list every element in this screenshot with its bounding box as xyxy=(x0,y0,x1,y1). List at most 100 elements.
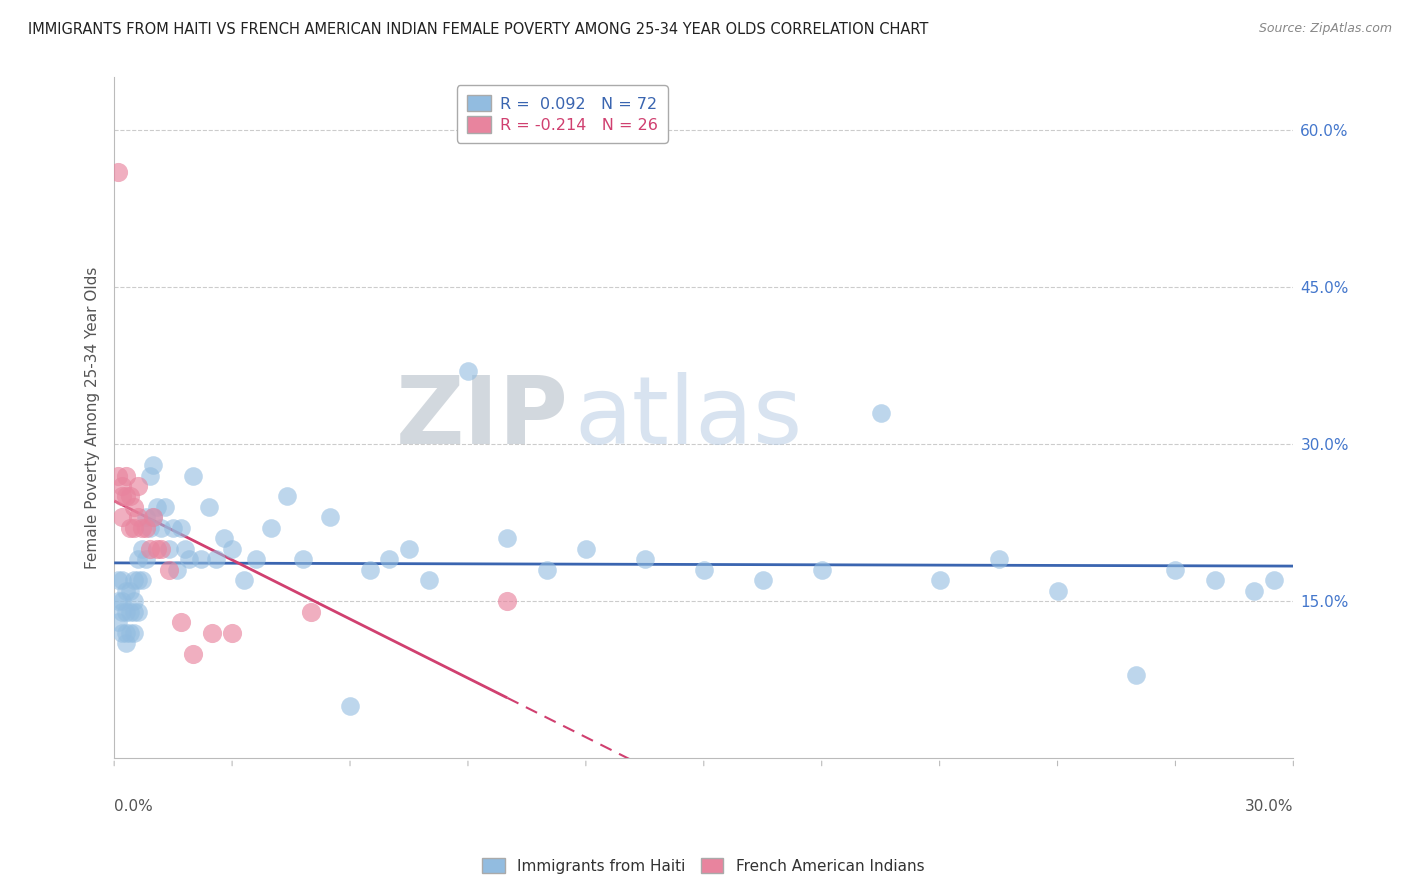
Text: 0.0%: 0.0% xyxy=(114,799,153,814)
Point xyxy=(122,500,145,514)
Y-axis label: Female Poverty Among 25-34 Year Olds: Female Poverty Among 25-34 Year Olds xyxy=(86,267,100,569)
Point xyxy=(111,510,134,524)
Point xyxy=(177,552,200,566)
Point xyxy=(115,490,138,504)
Point xyxy=(115,605,138,619)
Point xyxy=(150,541,173,556)
Point xyxy=(111,574,134,588)
Point xyxy=(245,552,267,566)
Point xyxy=(212,532,235,546)
Point xyxy=(197,500,219,514)
Point xyxy=(111,605,134,619)
Point xyxy=(299,605,322,619)
Point xyxy=(181,468,204,483)
Point xyxy=(146,500,169,514)
Point xyxy=(111,594,134,608)
Point xyxy=(122,521,145,535)
Point xyxy=(155,500,177,514)
Point xyxy=(127,552,149,566)
Point xyxy=(1046,583,1069,598)
Point xyxy=(142,510,165,524)
Text: ZIP: ZIP xyxy=(395,372,568,464)
Point xyxy=(135,552,157,566)
Point xyxy=(575,541,598,556)
Point xyxy=(260,521,283,535)
Point xyxy=(869,406,891,420)
Point xyxy=(810,563,832,577)
Point xyxy=(150,521,173,535)
Point xyxy=(122,594,145,608)
Text: IMMIGRANTS FROM HAITI VS FRENCH AMERICAN INDIAN FEMALE POVERTY AMONG 25-34 YEAR : IMMIGRANTS FROM HAITI VS FRENCH AMERICAN… xyxy=(28,22,928,37)
Point xyxy=(1164,563,1187,577)
Point xyxy=(118,521,141,535)
Point xyxy=(118,583,141,598)
Point xyxy=(107,615,129,629)
Point xyxy=(1204,574,1226,588)
Point xyxy=(1243,583,1265,598)
Point xyxy=(107,594,129,608)
Point xyxy=(170,521,193,535)
Point xyxy=(751,574,773,588)
Point xyxy=(319,510,342,524)
Point xyxy=(118,605,141,619)
Point xyxy=(131,574,153,588)
Point xyxy=(536,563,558,577)
Point xyxy=(496,532,519,546)
Point xyxy=(127,510,149,524)
Point xyxy=(131,541,153,556)
Point xyxy=(107,574,129,588)
Point xyxy=(111,490,134,504)
Point xyxy=(170,615,193,629)
Point xyxy=(135,521,157,535)
Point xyxy=(127,605,149,619)
Point xyxy=(138,468,160,483)
Point xyxy=(928,574,950,588)
Point xyxy=(107,468,129,483)
Point xyxy=(201,625,224,640)
Point xyxy=(174,541,197,556)
Point xyxy=(190,552,212,566)
Point xyxy=(115,625,138,640)
Point xyxy=(634,552,657,566)
Point xyxy=(496,594,519,608)
Point xyxy=(157,541,180,556)
Point xyxy=(457,364,479,378)
Point xyxy=(181,647,204,661)
Point xyxy=(418,574,440,588)
Point xyxy=(142,458,165,472)
Point xyxy=(162,521,184,535)
Point xyxy=(111,479,134,493)
Point xyxy=(138,541,160,556)
Point xyxy=(398,541,420,556)
Point xyxy=(135,510,157,524)
Point xyxy=(127,574,149,588)
Text: atlas: atlas xyxy=(574,372,803,464)
Point xyxy=(359,563,381,577)
Point xyxy=(291,552,314,566)
Point xyxy=(127,479,149,493)
Legend: R =  0.092   N = 72, R = -0.214   N = 26: R = 0.092 N = 72, R = -0.214 N = 26 xyxy=(457,86,668,143)
Point xyxy=(122,605,145,619)
Point xyxy=(221,625,243,640)
Point xyxy=(1125,667,1147,681)
Point xyxy=(157,563,180,577)
Point xyxy=(205,552,228,566)
Point xyxy=(166,563,188,577)
Point xyxy=(115,583,138,598)
Point xyxy=(115,468,138,483)
Point xyxy=(339,698,361,713)
Point xyxy=(142,510,165,524)
Point xyxy=(693,563,716,577)
Point xyxy=(118,490,141,504)
Point xyxy=(122,574,145,588)
Point xyxy=(107,165,129,179)
Point xyxy=(221,541,243,556)
Point xyxy=(1263,574,1285,588)
Point xyxy=(232,574,254,588)
Point xyxy=(111,625,134,640)
Point xyxy=(115,636,138,650)
Text: 30.0%: 30.0% xyxy=(1244,799,1294,814)
Point xyxy=(138,521,160,535)
Point xyxy=(122,625,145,640)
Point xyxy=(118,625,141,640)
